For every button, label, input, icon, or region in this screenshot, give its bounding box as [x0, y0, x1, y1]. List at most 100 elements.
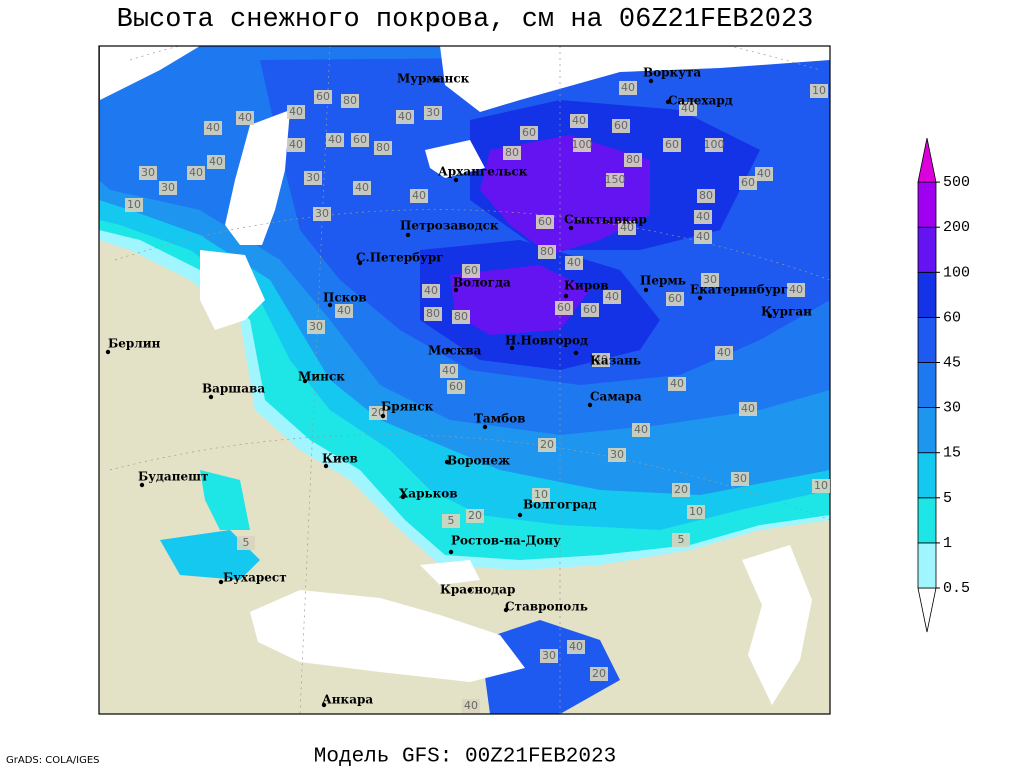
contour-label-bg: [581, 303, 599, 317]
city-dot: [445, 347, 451, 353]
contour-label-bg: [287, 138, 305, 152]
city-dot: [767, 313, 773, 319]
city-name: Курган: [761, 305, 812, 319]
contour-label-bg: [555, 301, 573, 315]
sea: [225, 110, 290, 245]
contour-label-bg: [618, 221, 636, 235]
city-name: Петрозаводск: [400, 219, 499, 233]
colorbar-segment: [917, 452, 937, 499]
contour-label-bg: [307, 320, 325, 334]
contour-label-bg: [442, 514, 460, 528]
contour-label: 20: [540, 438, 554, 451]
city-name: Харьков: [399, 487, 458, 501]
snow-zone: [200, 470, 250, 530]
contour-label: 60: [668, 292, 682, 305]
contour-label-bg: [606, 173, 624, 187]
contour-label-bg: [447, 380, 465, 394]
city-dot: [405, 232, 411, 238]
contour-label: 60: [583, 303, 597, 316]
title: Высота снежного покрова, см на 06Z21FEB2…: [117, 5, 814, 35]
contour-label: 60: [449, 380, 463, 393]
contour-label: 80: [505, 146, 519, 159]
colorbar-label: 5: [943, 490, 952, 507]
contour-label: 30: [610, 448, 624, 461]
contour-label: 30: [309, 320, 323, 333]
contour-label-bg: [570, 114, 588, 128]
city-name: Псков: [323, 291, 367, 305]
contour-label-bg: [619, 81, 637, 95]
contour-label-bg: [503, 146, 521, 160]
city-name: Казань: [590, 354, 641, 368]
city-dot: [323, 463, 329, 469]
city-dot: [400, 494, 406, 500]
contour-label: 40: [572, 114, 586, 127]
contour-label: 10: [689, 505, 703, 518]
contour-label-bg: [540, 649, 558, 663]
contour-label: 40: [594, 353, 608, 366]
city-dot: [327, 302, 333, 308]
contour-label-bg: [410, 189, 428, 203]
contour-label: 80: [343, 94, 357, 107]
contour-label-bg: [351, 133, 369, 147]
contour-label: 40: [789, 283, 803, 296]
contour-label: 5: [448, 514, 455, 527]
colorbar-label: 200: [943, 219, 970, 236]
contour-label: 5: [243, 536, 250, 549]
contour-label: 80: [454, 310, 468, 323]
contour-label: 10: [534, 488, 548, 501]
contour-label-bg: [139, 166, 157, 180]
contour-label: 30: [426, 106, 440, 119]
colorbar-label: 15: [943, 445, 961, 462]
contour-label-bg: [731, 472, 749, 486]
city-name: Екатеринбург: [690, 283, 788, 297]
contour-label: 60: [614, 119, 628, 132]
city-dot: [697, 295, 703, 301]
contour-label-bg: [326, 133, 344, 147]
contour-label-bg: [462, 264, 480, 278]
contour-label: 40: [696, 230, 710, 243]
contour-label: 30: [161, 181, 175, 194]
sea: [200, 250, 265, 330]
contour-label: 40: [717, 346, 731, 359]
contour-label-bg: [207, 155, 225, 169]
city-name: Пермь: [640, 274, 686, 288]
contour-label-bg: [287, 105, 305, 119]
colorbar-label: 100: [943, 264, 970, 281]
city-name: Киров: [564, 279, 609, 293]
contour-label-bg: [672, 483, 690, 497]
contour-label: 40: [442, 364, 456, 377]
colorbar-label: 60: [943, 309, 961, 326]
city-name: Бухарест: [223, 571, 287, 585]
contour-label-bg: [341, 94, 359, 108]
contour-label: 40: [569, 640, 583, 653]
contour-label-bg: [755, 167, 773, 181]
city-dot: [453, 287, 459, 293]
contour-label: 60: [741, 176, 755, 189]
city-name: Краснодар: [440, 583, 515, 597]
city-name: С.Петербург: [356, 251, 444, 265]
contour-label-bg: [687, 505, 705, 519]
sea: [425, 140, 485, 178]
city-dot: [509, 345, 515, 351]
colorbar-segment: [917, 181, 937, 228]
contour-label: 40: [189, 166, 203, 179]
contour-label: 60: [557, 301, 571, 314]
contour-label-bg: [204, 121, 222, 135]
contour-label: 5: [678, 533, 685, 546]
contour-label-bg: [440, 364, 458, 378]
contour-label: 80: [540, 245, 554, 258]
colorbar-label: 0.5: [943, 580, 970, 597]
colorbar-segment: [917, 362, 937, 408]
contour-label: 40: [398, 110, 412, 123]
contour-label-bg: [237, 536, 255, 550]
contour-label-bg: [353, 181, 371, 195]
sea: [250, 590, 525, 682]
contour-label-bg: [532, 488, 550, 502]
city-dot: [218, 579, 224, 585]
colorbar-segment: [917, 587, 937, 633]
contour-label-bg: [520, 126, 538, 140]
snow-zone: [450, 265, 590, 335]
contour-label-bg: [701, 273, 719, 287]
